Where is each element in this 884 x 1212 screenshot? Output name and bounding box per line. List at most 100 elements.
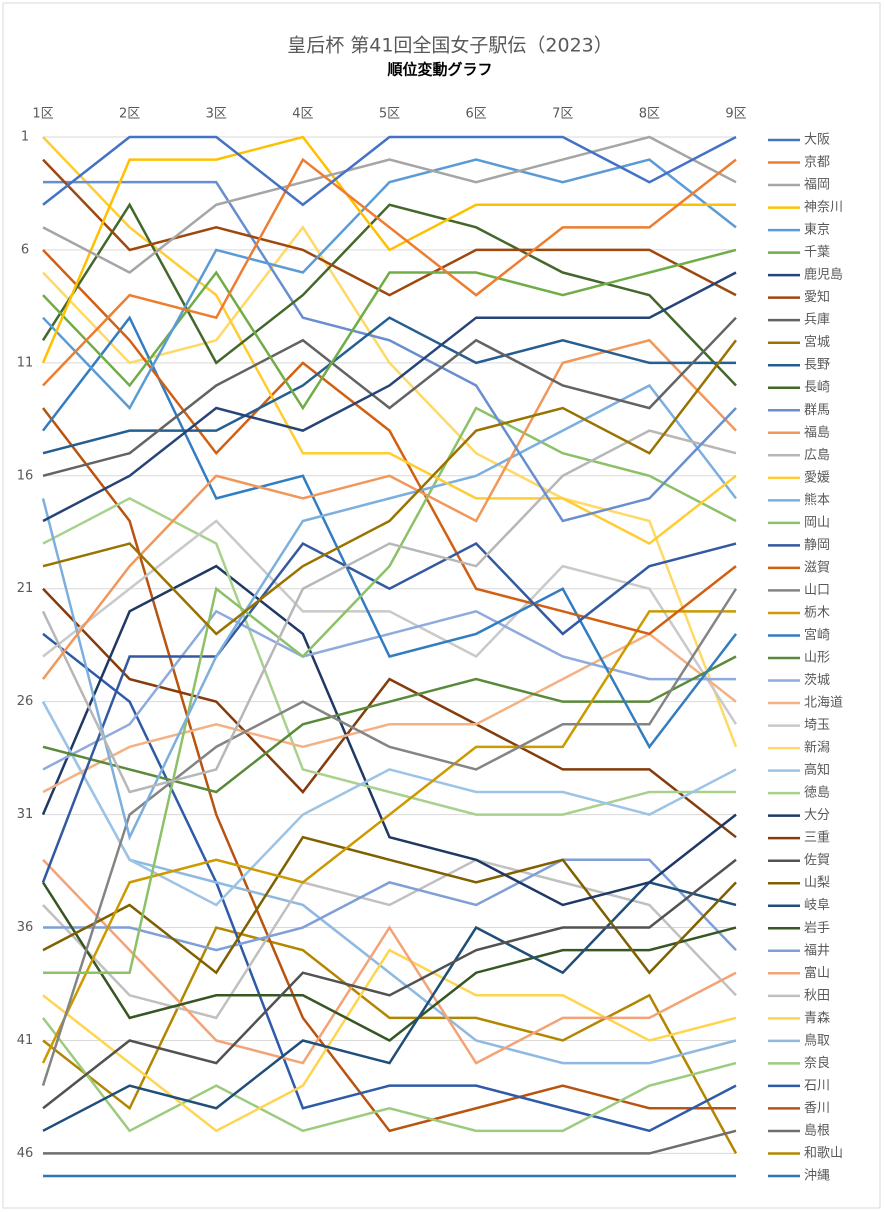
series-line [41, 588, 738, 1087]
series-line [42, 316, 737, 478]
legend-label: 長野 [804, 358, 830, 373]
y-tick-label: 11 [17, 355, 34, 370]
y-tick-label: 21 [17, 581, 34, 596]
legend-label: 熊本 [804, 492, 830, 508]
y-tick-label: 6 [21, 242, 29, 257]
series-line [43, 406, 737, 974]
y-tick-label: 16 [17, 468, 34, 483]
legend-label: 三重 [804, 830, 830, 846]
y-tick-label: 31 [17, 807, 34, 822]
series-line [42, 338, 737, 680]
x-tick-label: 7区 [552, 107, 573, 122]
x-tick-label: 2区 [119, 107, 140, 122]
series-line [42, 858, 737, 1110]
legend-label: 宮城 [804, 334, 830, 350]
series-line [42, 249, 737, 636]
series-line [42, 880, 737, 1132]
legend-label: 鳥取 [804, 1033, 830, 1048]
legend-label: 福岡 [804, 178, 830, 193]
legend-label: 奈良 [804, 1055, 830, 1071]
legend-label: 秋田 [804, 988, 830, 1003]
legend-label: 福島 [804, 425, 830, 440]
legend-label: 埼玉 [804, 718, 830, 733]
legend-label: 京都 [804, 155, 830, 170]
legend-label: 佐賀 [804, 853, 830, 868]
y-tick-label: 26 [17, 694, 34, 709]
legend-label: 石川 [804, 1078, 830, 1093]
legend-label: 兵庫 [804, 313, 830, 328]
y-tick-label: 1 [21, 130, 29, 145]
legend-label: 千葉 [804, 245, 830, 260]
legend-label: 和歌山 [804, 1146, 843, 1161]
chart-subtitle: 順位変動グラフ [386, 61, 492, 79]
legend-label: 北海道 [804, 696, 843, 711]
legend-label: 大分 [804, 808, 830, 823]
series-line [42, 248, 737, 411]
y-tick-label: 36 [17, 920, 34, 935]
series-line [41, 135, 736, 364]
series-line [41, 202, 737, 387]
series-line [42, 948, 737, 1133]
series-line [42, 858, 737, 1020]
series-line [43, 180, 737, 523]
x-tick-label: 8区 [639, 107, 660, 122]
legend-label: 愛知 [804, 289, 830, 305]
legend-label: 山形 [804, 651, 830, 666]
legend-label: 長崎 [804, 380, 830, 395]
series-line [43, 858, 737, 952]
series-line [42, 135, 737, 275]
x-tick-label: 3区 [206, 107, 227, 122]
legend-label: 青森 [804, 1011, 830, 1026]
legend-label: 岩手 [804, 921, 830, 936]
legend-label: 東京 [804, 222, 830, 238]
legend-label: 栃木 [804, 605, 830, 620]
series-line [42, 632, 737, 1133]
legend-label: 岐阜 [804, 897, 830, 913]
legend-label: 島根 [804, 1123, 830, 1138]
series-line [41, 610, 736, 1064]
legend-label: 沖縄 [804, 1169, 830, 1184]
series-line [41, 541, 737, 883]
series-line [41, 701, 737, 1065]
legend-label: 徳島 [804, 786, 830, 801]
series-line [42, 858, 737, 1065]
legend-label: 福井 [804, 943, 830, 958]
x-tick-label: 9区 [725, 107, 746, 122]
series-line [42, 158, 737, 297]
series-line [42, 609, 736, 771]
legend-label: 鹿児島 [804, 267, 843, 283]
legend-label: 富山 [804, 965, 830, 981]
y-tick-label: 46 [17, 1146, 34, 1161]
legend-label: 滋賀 [804, 560, 830, 575]
series-line [41, 564, 737, 907]
series-line [41, 881, 737, 1042]
series-line [42, 496, 736, 816]
legend-label: 大阪 [804, 133, 830, 148]
legend-label: 広島 [804, 448, 830, 463]
series-line [43, 1129, 737, 1155]
series-line [42, 519, 738, 725]
series-line [42, 271, 737, 523]
series-line [42, 1017, 737, 1133]
x-tick-label: 4区 [292, 107, 313, 122]
series-line [42, 835, 737, 975]
legend-label: 山梨 [804, 876, 830, 891]
legend-label: 高知 [804, 762, 830, 778]
x-tick-label: 6区 [465, 107, 486, 122]
x-tick-label: 1区 [32, 107, 53, 122]
legend-label: 茨城 [804, 673, 830, 688]
legend-label: 静岡 [804, 538, 830, 553]
series-line [42, 339, 737, 636]
chart-title: 皇后杯 第41回全国女子駅伝（2023） [287, 35, 613, 57]
legend-label: 岡山 [804, 515, 830, 530]
series-line [42, 632, 737, 794]
legend-label: 群馬 [804, 403, 830, 418]
y-tick-label: 41 [17, 1033, 34, 1048]
legend-label: 愛媛 [804, 470, 830, 485]
legend-label: 山口 [804, 583, 830, 598]
series-line [41, 429, 737, 794]
legend-label: 神奈川 [804, 200, 843, 215]
series-line [42, 135, 737, 207]
